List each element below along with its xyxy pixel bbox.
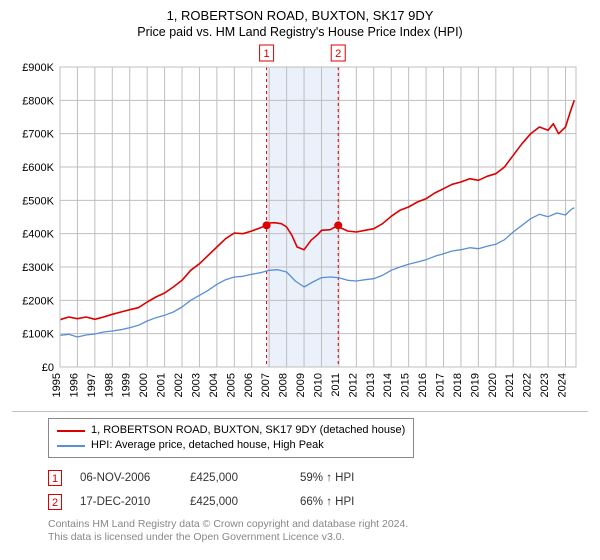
svg-text:2015: 2015: [400, 373, 412, 397]
svg-text:2018: 2018: [452, 373, 464, 397]
sale-row: 2 17-DEC-2010 £425,000 66% ↑ HPI: [48, 490, 588, 514]
legend-swatch: [57, 445, 85, 447]
svg-text:2020: 2020: [487, 373, 499, 397]
svg-text:2000: 2000: [138, 373, 150, 397]
svg-text:2023: 2023: [539, 373, 551, 397]
svg-text:2010: 2010: [312, 373, 324, 397]
sales-list: 1 06-NOV-2006 £425,000 59% ↑ HPI 2 17-DE…: [48, 466, 588, 514]
sale-date: 17-DEC-2010: [80, 490, 190, 514]
svg-text:1995: 1995: [51, 373, 63, 397]
svg-text:£900K: £900K: [22, 62, 54, 74]
svg-text:1999: 1999: [121, 373, 133, 397]
svg-text:£100K: £100K: [22, 329, 54, 341]
license-text: Contains HM Land Registry data © Crown c…: [48, 518, 588, 544]
legend-item-property: 1, ROBERTSON ROAD, BUXTON, SK17 9DY (det…: [57, 423, 405, 438]
legend: 1, ROBERTSON ROAD, BUXTON, SK17 9DY (det…: [48, 418, 414, 458]
svg-text:2007: 2007: [260, 373, 272, 397]
svg-text:1996: 1996: [68, 373, 80, 397]
sale-hpi: 59% ↑ HPI: [300, 466, 354, 490]
svg-text:2012: 2012: [347, 373, 359, 397]
svg-text:2024: 2024: [557, 373, 569, 397]
svg-text:£400K: £400K: [22, 229, 54, 241]
svg-text:2009: 2009: [295, 373, 307, 397]
svg-text:2005: 2005: [225, 373, 237, 397]
svg-text:2011: 2011: [330, 373, 342, 397]
page-subtitle: Price paid vs. HM Land Registry's House …: [12, 25, 588, 39]
sale-date: 06-NOV-2006: [80, 466, 190, 490]
legend-item-hpi: HPI: Average price, detached house, High…: [57, 438, 405, 453]
svg-text:1997: 1997: [86, 373, 98, 397]
svg-text:2017: 2017: [435, 373, 447, 397]
legend-label: 1, ROBERTSON ROAD, BUXTON, SK17 9DY (det…: [91, 423, 405, 438]
footer: 1, ROBERTSON ROAD, BUXTON, SK17 9DY (det…: [12, 411, 588, 544]
svg-text:£200K: £200K: [22, 295, 54, 307]
license-line: Contains HM Land Registry data © Crown c…: [48, 518, 588, 531]
svg-text:1998: 1998: [103, 373, 115, 397]
price-chart: £0 £100K £200K £300K £400K £500K £600K £700K £80…: [12, 43, 588, 405]
sale-price: £425,000: [190, 490, 300, 514]
svg-text:2016: 2016: [417, 373, 429, 397]
page-title: 1, ROBERTSON ROAD, BUXTON, SK17 9DY: [12, 8, 588, 23]
sale-row: 1 06-NOV-2006 £425,000 59% ↑ HPI: [48, 466, 588, 490]
svg-text:1: 1: [264, 48, 270, 60]
svg-text:2001: 2001: [156, 373, 168, 397]
license-line: This data is licensed under the Open Gov…: [48, 531, 588, 544]
sale-marker-2: 2: [48, 494, 62, 510]
sale-price: £425,000: [190, 466, 300, 490]
svg-text:£600K: £600K: [22, 162, 54, 174]
svg-text:£500K: £500K: [22, 195, 54, 207]
svg-text:2004: 2004: [208, 373, 220, 397]
svg-text:2021: 2021: [504, 373, 516, 397]
svg-text:2013: 2013: [365, 373, 377, 397]
svg-text:2022: 2022: [522, 373, 534, 397]
svg-text:2002: 2002: [173, 373, 185, 397]
svg-text:2019: 2019: [469, 373, 481, 397]
svg-text:£0: £0: [42, 362, 54, 374]
svg-text:2014: 2014: [382, 373, 394, 397]
svg-text:2: 2: [335, 48, 341, 60]
sale-marker-1: 1: [48, 470, 62, 486]
svg-text:£300K: £300K: [22, 262, 54, 274]
legend-label: HPI: Average price, detached house, High…: [91, 438, 324, 453]
svg-text:2003: 2003: [190, 373, 202, 397]
svg-text:£800K: £800K: [22, 95, 54, 107]
svg-text:2006: 2006: [243, 373, 255, 397]
legend-swatch: [57, 430, 85, 432]
svg-text:£700K: £700K: [22, 129, 54, 141]
svg-text:2008: 2008: [278, 373, 290, 397]
sale-hpi: 66% ↑ HPI: [300, 490, 354, 514]
